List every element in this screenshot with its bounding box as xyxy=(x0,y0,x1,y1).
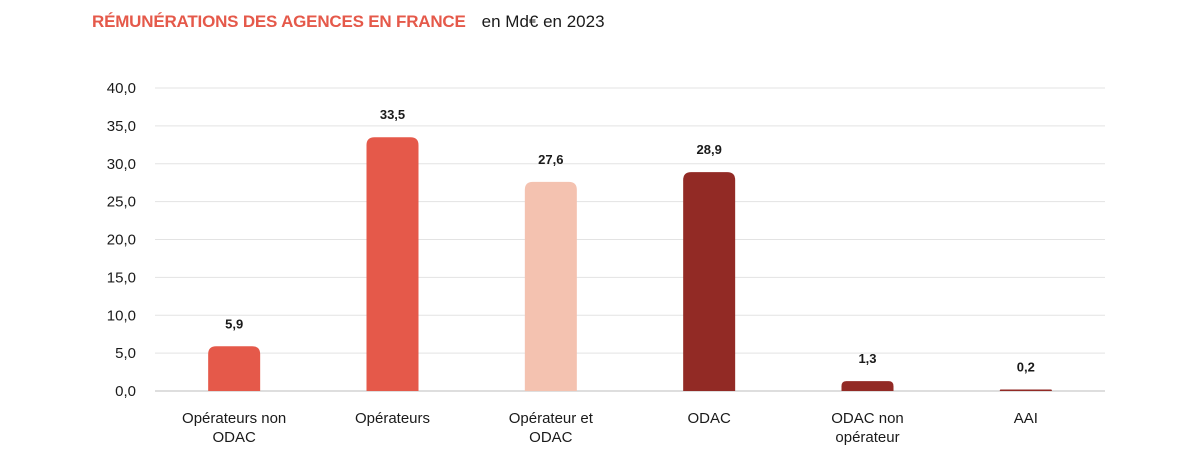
x-category-label: AAI xyxy=(1014,410,1038,427)
y-tick-label: 35,0 xyxy=(107,118,136,135)
bar xyxy=(999,389,1052,391)
bar xyxy=(841,381,894,391)
chart-header: RÉMUNÉRATIONS DES AGENCES EN FRANCE en M… xyxy=(92,12,605,40)
bar xyxy=(524,181,577,391)
x-category-label: Opérateurs non xyxy=(182,410,286,427)
y-tick-label: 20,0 xyxy=(107,232,136,249)
bar xyxy=(366,137,419,391)
x-category-label: ODAC xyxy=(687,410,731,427)
y-tick-label: 0,0 xyxy=(115,383,136,400)
data-label: 33,5 xyxy=(380,107,405,122)
y-tick-label: 40,0 xyxy=(107,80,136,97)
x-category-label: ODAC non xyxy=(831,410,904,427)
data-label: 27,6 xyxy=(538,152,563,167)
x-category-label: ODAC xyxy=(529,429,573,446)
y-tick-label: 5,0 xyxy=(115,345,136,362)
y-tick-label: 15,0 xyxy=(107,269,136,286)
y-tick-label: 30,0 xyxy=(107,156,136,173)
data-label: 28,9 xyxy=(697,142,722,157)
y-tick-label: 25,0 xyxy=(107,194,136,211)
y-tick-label: 10,0 xyxy=(107,307,136,324)
bar xyxy=(683,172,736,391)
data-label: 5,9 xyxy=(225,316,243,331)
chart-subtitle: en Md€ en 2023 xyxy=(481,12,605,31)
x-category-label: Opérateurs xyxy=(355,410,430,427)
x-category-label: opérateur xyxy=(835,429,899,446)
bar xyxy=(208,346,261,391)
chart-title: RÉMUNÉRATIONS DES AGENCES EN FRANCE xyxy=(92,12,466,31)
data-label: 0,2 xyxy=(1017,359,1035,374)
data-label: 1,3 xyxy=(858,351,876,366)
x-category-label: Opérateur et xyxy=(509,410,594,427)
x-category-label: ODAC xyxy=(212,429,256,446)
